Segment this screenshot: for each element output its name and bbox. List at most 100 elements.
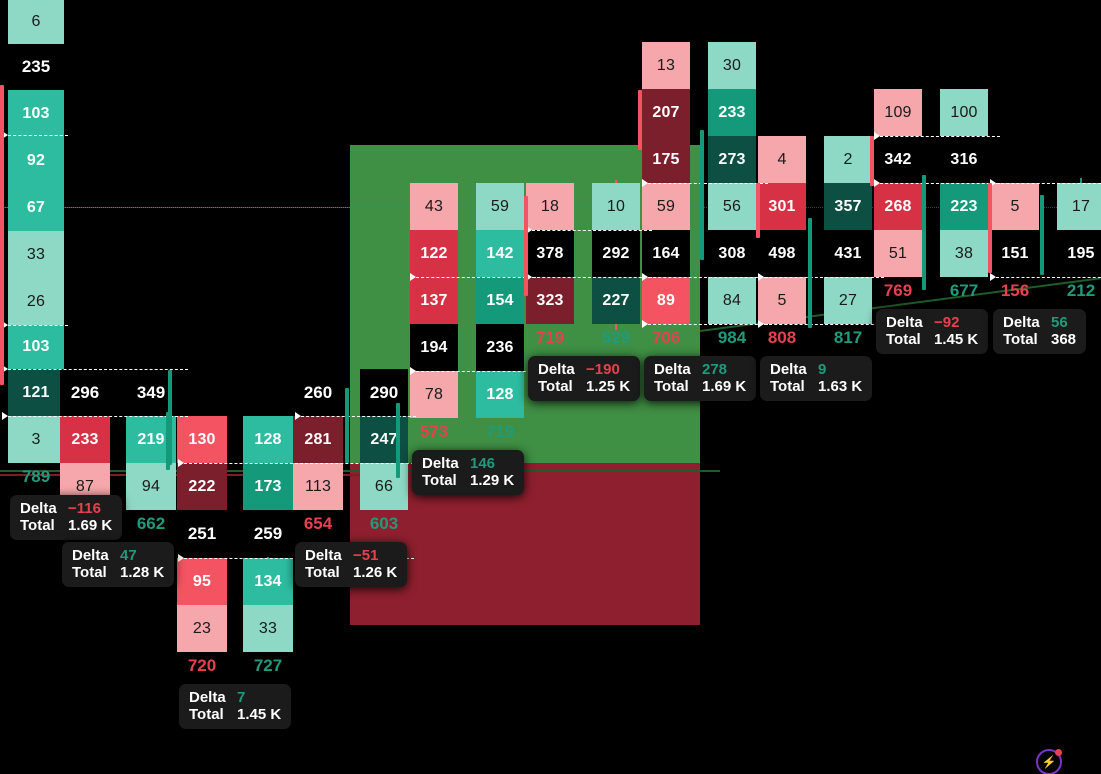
footprint-cell[interactable]: 103 bbox=[8, 90, 64, 137]
footprint-cell[interactable]: 292 bbox=[592, 230, 640, 277]
footprint-cell[interactable]: 164 bbox=[642, 230, 690, 277]
footprint-bar[interactable]: 13 207 175 59 164 89 706 bbox=[642, 0, 690, 774]
footprint-poc-cell[interactable]: 235 bbox=[8, 44, 64, 90]
footprint-cell[interactable]: 92 bbox=[8, 137, 64, 184]
footprint-bar[interactable]: 4 301 498 5 808 bbox=[758, 0, 806, 774]
footprint-cell[interactable]: 175 bbox=[642, 136, 690, 183]
footprint-cell[interactable]: 4 bbox=[758, 136, 806, 183]
footprint-bar[interactable]: 130 222 95 23 251 720 bbox=[177, 0, 227, 774]
footprint-cell[interactable]: 357 bbox=[824, 183, 872, 230]
footprint-cell[interactable]: 56 bbox=[708, 183, 756, 230]
footprint-cell[interactable]: 3 bbox=[8, 416, 64, 463]
footprint-cell[interactable]: 222 bbox=[177, 463, 227, 510]
footprint-cell[interactable]: 308 bbox=[708, 230, 756, 277]
footprint-cell[interactable]: 151 bbox=[991, 230, 1039, 277]
footprint-bar[interactable]: 128 173 134 33 259 727 bbox=[243, 0, 293, 774]
footprint-cell[interactable]: 301 bbox=[758, 183, 806, 230]
footprint-cell[interactable]: 100 bbox=[940, 89, 988, 136]
footprint-cell[interactable]: 273 bbox=[708, 136, 756, 183]
footprint-cell[interactable]: 84 bbox=[708, 277, 756, 324]
footprint-cell[interactable]: 13 bbox=[642, 42, 690, 89]
footprint-cell[interactable]: 59 bbox=[476, 183, 524, 230]
footprint-bar[interactable]: 59 142 154 236 128 719 bbox=[476, 0, 524, 774]
footprint-bar[interactable]: 219 94 349 662 bbox=[126, 0, 176, 774]
footprint-bar[interactable]: 281 113 260 654 bbox=[293, 0, 343, 774]
footprint-cell[interactable]: 6 bbox=[8, 0, 64, 44]
footprint-cell[interactable]: 27 bbox=[824, 277, 872, 324]
footprint-cell[interactable]: 195 bbox=[1057, 230, 1101, 277]
footprint-cell[interactable]: 113 bbox=[293, 463, 343, 510]
footprint-bar[interactable]: 100 316 223 38 677 bbox=[940, 0, 988, 774]
footprint-cell[interactable]: 33 bbox=[243, 605, 293, 652]
footprint-bar[interactable]: 17 195 212 bbox=[1057, 0, 1101, 774]
footprint-poc-cell[interactable]: 251 bbox=[177, 510, 227, 557]
footprint-cell[interactable]: 498 bbox=[758, 230, 806, 277]
footprint-cell[interactable]: 23 bbox=[177, 605, 227, 652]
footprint-cell[interactable]: 67 bbox=[8, 184, 64, 231]
footprint-cell[interactable]: 103 bbox=[8, 325, 64, 369]
footprint-cell[interactable]: 154 bbox=[476, 277, 524, 324]
footprint-cell[interactable]: 247 bbox=[360, 416, 408, 463]
footprint-cell[interactable]: 94 bbox=[126, 463, 176, 510]
footprint-cell[interactable]: 268 bbox=[874, 183, 922, 230]
footprint-cell[interactable]: 122 bbox=[410, 230, 458, 277]
footprint-cell[interactable]: 233 bbox=[60, 416, 110, 463]
footprint-cell[interactable]: 342 bbox=[874, 136, 922, 183]
footprint-cell[interactable]: 10 bbox=[592, 183, 640, 230]
footprint-cell[interactable]: 78 bbox=[410, 371, 458, 418]
footprint-cell[interactable]: 173 bbox=[243, 463, 293, 510]
footprint-bar[interactable]: 43 122 137 194 78 573 bbox=[410, 0, 458, 774]
footprint-cell[interactable]: 30 bbox=[708, 42, 756, 89]
tooltip-delta-value: −51 bbox=[353, 547, 379, 564]
footprint-cell[interactable]: 134 bbox=[243, 558, 293, 605]
footprint-cell[interactable]: 233 bbox=[708, 89, 756, 136]
footprint-cell[interactable]: 128 bbox=[476, 371, 524, 418]
footprint-poc-cell[interactable]: 259 bbox=[243, 510, 293, 557]
footprint-cell[interactable]: 130 bbox=[177, 416, 227, 463]
footprint-cell[interactable]: 121 bbox=[8, 369, 64, 416]
footprint-bar[interactable]: 2 357 431 27 817 bbox=[824, 0, 872, 774]
footprint-cell[interactable]: 26 bbox=[8, 278, 64, 325]
footprint-cell[interactable]: 137 bbox=[410, 277, 458, 324]
footprint-cell[interactable]: 194 bbox=[410, 324, 458, 371]
footprint-cell[interactable]: 236 bbox=[476, 324, 524, 371]
footprint-bar[interactable]: 109 342 268 51 769 bbox=[874, 0, 922, 774]
footprint-bar[interactable]: 30 233 273 56 308 84 984 bbox=[708, 0, 756, 774]
footprint-cell[interactable]: 51 bbox=[874, 230, 922, 277]
footprint-poc-cell[interactable]: 296 bbox=[60, 369, 110, 416]
footprint-bar[interactable]: 6 103 92 67 33 26 103 121 3 235 789 bbox=[8, 0, 64, 774]
footprint-cell[interactable]: 142 bbox=[476, 230, 524, 277]
footprint-cell[interactable]: 95 bbox=[177, 558, 227, 605]
footprint-poc-cell[interactable]: 260 bbox=[293, 369, 343, 416]
footprint-cell[interactable]: 17 bbox=[1057, 183, 1101, 230]
footprint-bar[interactable]: 18 378 323 719 bbox=[526, 0, 574, 774]
footprint-cell[interactable]: 378 bbox=[526, 230, 574, 277]
footprint-cell[interactable]: 109 bbox=[874, 89, 922, 136]
footprint-cell[interactable]: 207 bbox=[642, 89, 690, 136]
footprint-cell[interactable]: 43 bbox=[410, 183, 458, 230]
footprint-cell[interactable]: 223 bbox=[940, 183, 988, 230]
footprint-cell[interactable]: 89 bbox=[642, 277, 690, 324]
footprint-cell[interactable]: 18 bbox=[526, 183, 574, 230]
footprint-cell[interactable]: 316 bbox=[940, 136, 988, 183]
footprint-cell[interactable]: 323 bbox=[526, 277, 574, 324]
lightning-bolt-icon[interactable]: ⚡ bbox=[1036, 749, 1062, 774]
footprint-cell[interactable]: 66 bbox=[360, 463, 408, 510]
footprint-cell[interactable]: 38 bbox=[940, 230, 988, 277]
footprint-cell[interactable]: 5 bbox=[758, 277, 806, 324]
footprint-cell[interactable]: 431 bbox=[824, 230, 872, 277]
footprint-bar[interactable]: 5 151 156 bbox=[991, 0, 1039, 774]
footprint-cell[interactable]: 33 bbox=[8, 231, 64, 278]
footprint-bar[interactable]: 247 66 290 603 bbox=[360, 0, 408, 774]
footprint-cell[interactable]: 2 bbox=[824, 136, 872, 183]
footprint-cell[interactable]: 59 bbox=[642, 183, 690, 230]
footprint-poc-cell[interactable]: 290 bbox=[360, 369, 408, 416]
footprint-cell[interactable]: 281 bbox=[293, 416, 343, 463]
footprint-cell[interactable]: 227 bbox=[592, 277, 640, 324]
footprint-bar[interactable]: 10 292 227 529 bbox=[592, 0, 640, 774]
footprint-cell[interactable]: 128 bbox=[243, 416, 293, 463]
footprint-bar[interactable]: 23387296615 bbox=[60, 0, 110, 774]
footprint-cell[interactable]: 5 bbox=[991, 183, 1039, 230]
footprint-poc-cell[interactable]: 349 bbox=[126, 369, 176, 416]
